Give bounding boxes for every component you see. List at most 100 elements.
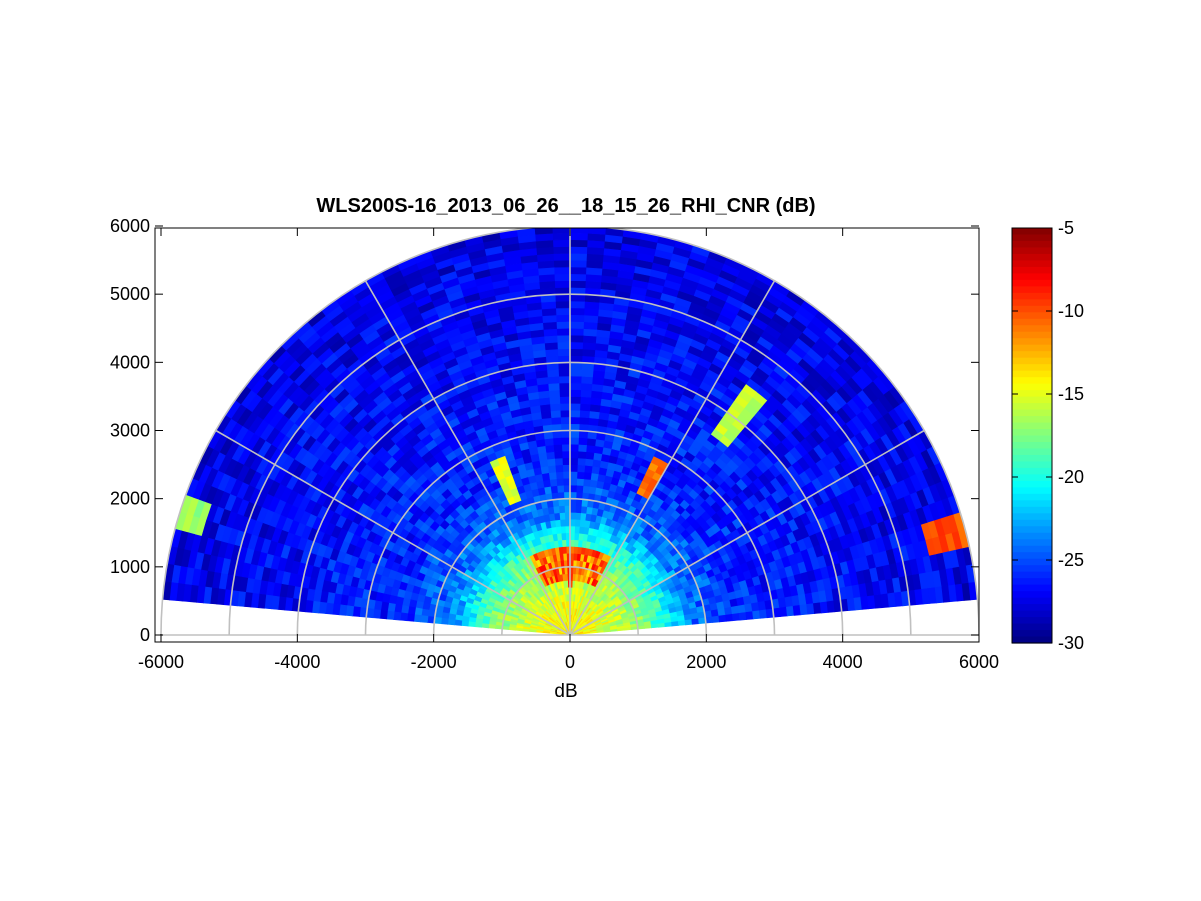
cnr-cell <box>543 335 558 344</box>
colorbar-swatch <box>1012 234 1052 242</box>
x-axis: -6000 -4000 -2000 0 2000 4000 6000 <box>138 228 999 672</box>
cnr-cell <box>547 375 560 385</box>
cnr-cell <box>554 457 563 466</box>
radial-spoke <box>215 429 571 636</box>
colorbar-swatch <box>1012 299 1052 307</box>
cnr-cell <box>573 539 579 548</box>
colorbar-swatch <box>1012 429 1052 437</box>
colorbar-swatch <box>1012 312 1052 320</box>
x-tick-label: -4000 <box>274 652 320 672</box>
cnr-cell <box>738 611 747 621</box>
colorbar-swatch <box>1012 565 1052 573</box>
cnr-cell <box>577 443 587 452</box>
cnr-cell <box>420 608 430 617</box>
cnr-cell <box>569 280 586 288</box>
cnr-cell <box>581 348 596 357</box>
colorbar-swatch <box>1012 630 1052 638</box>
cnr-cell <box>580 375 593 385</box>
colorbar-swatch <box>1012 228 1052 236</box>
cnr-cell <box>561 443 571 452</box>
cnr-cell <box>553 443 563 452</box>
cnr-cell <box>583 464 593 474</box>
cnr-cell <box>758 608 768 619</box>
cnr-cell <box>440 617 449 625</box>
cnr-cell <box>569 464 578 472</box>
polar-grid <box>160 228 979 636</box>
cnr-cell <box>569 293 586 302</box>
cnr-cell <box>557 355 571 363</box>
cnr-cell <box>711 615 720 623</box>
cnr-cell <box>379 609 388 620</box>
axes-box <box>154 227 980 643</box>
cnr-cell <box>559 402 571 411</box>
cnr-cell <box>574 518 581 527</box>
cnr-cell <box>541 314 557 323</box>
colorbar-swatch <box>1012 396 1052 404</box>
cnr-cell <box>556 484 565 493</box>
cnr-cell <box>577 450 587 459</box>
colorbar-swatch <box>1012 247 1052 255</box>
colorbar-swatch <box>1012 409 1052 417</box>
cnr-cell <box>558 512 566 520</box>
colorbar-swatch <box>1012 487 1052 495</box>
cnr-cell <box>561 457 571 466</box>
cnr-cell <box>569 511 576 520</box>
colorbar-swatch <box>1012 578 1052 586</box>
cnr-heatmap <box>162 228 978 636</box>
cnr-cell <box>582 485 590 494</box>
cnr-cell <box>582 328 598 337</box>
y-tick-label: 6000 <box>110 216 150 236</box>
cnr-cell <box>547 382 560 391</box>
cnr-cell <box>467 621 476 628</box>
colorbar-tick-label: -20 <box>1058 467 1084 487</box>
cnr-cell <box>553 273 571 282</box>
y-tick-label: 4000 <box>110 352 150 372</box>
cnr-cell <box>564 511 571 520</box>
cnr-cell <box>569 402 581 411</box>
cnr-cell <box>553 450 563 459</box>
colorbar-swatch <box>1012 286 1052 294</box>
cnr-cell <box>725 613 734 622</box>
cnr-cell <box>569 477 578 486</box>
cnr-cell <box>575 484 584 493</box>
cnr-cell <box>569 228 589 234</box>
cnr-cell <box>745 610 754 620</box>
cnr-cell <box>558 505 565 514</box>
colorbar-swatch <box>1012 461 1052 469</box>
cnr-cell <box>561 437 571 445</box>
x-tick-label: -6000 <box>138 652 184 672</box>
cnr-cell <box>569 327 584 336</box>
cnr-cell <box>569 389 582 397</box>
y-tick-label: 3000 <box>110 421 150 441</box>
y-tick-label: 5000 <box>110 284 150 304</box>
cnr-cell <box>569 423 580 431</box>
cnr-cell <box>563 484 571 493</box>
colorbar-swatch <box>1012 357 1052 365</box>
colorbar-swatch <box>1012 448 1052 456</box>
colorbar-swatch <box>1012 338 1052 346</box>
cnr-cell <box>553 252 571 261</box>
cnr-cell <box>569 259 587 268</box>
colorbar-swatch <box>1012 377 1052 385</box>
cnr-cell <box>538 280 556 289</box>
cnr-cell <box>586 437 597 447</box>
y-tick-label: 2000 <box>110 489 150 509</box>
cnr-cell <box>560 416 571 425</box>
colorbar-swatch <box>1012 467 1052 476</box>
cnr-cell <box>580 389 592 398</box>
x-tick-label: 0 <box>565 652 575 672</box>
cnr-cell <box>413 614 422 623</box>
colorbar-swatch <box>1012 545 1052 553</box>
radial-spoke <box>364 280 571 636</box>
colorbar-swatch <box>1012 474 1052 482</box>
cnr-cell <box>562 477 571 486</box>
colorbar-swatch <box>1012 370 1052 378</box>
cnr-cell <box>564 505 571 513</box>
cnr-cell <box>569 252 587 261</box>
cnr-cell <box>554 280 571 288</box>
cnr-cell <box>548 396 561 405</box>
x-tick-label: -2000 <box>411 652 457 672</box>
cnr-cell <box>584 458 594 467</box>
cnr-cell <box>569 416 580 425</box>
cnr-cell <box>569 396 581 404</box>
